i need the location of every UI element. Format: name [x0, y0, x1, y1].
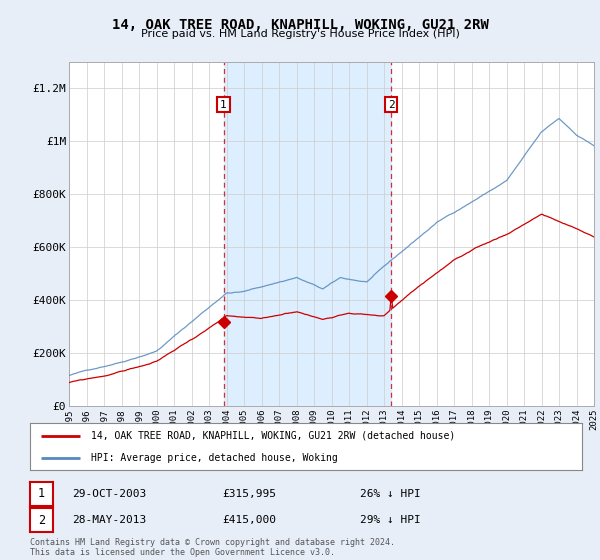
Text: 14, OAK TREE ROAD, KNAPHILL, WOKING, GU21 2RW (detached house): 14, OAK TREE ROAD, KNAPHILL, WOKING, GU2…: [91, 431, 455, 441]
Text: Contains HM Land Registry data © Crown copyright and database right 2024.
This d: Contains HM Land Registry data © Crown c…: [30, 538, 395, 557]
Text: £315,995: £315,995: [222, 489, 276, 499]
Text: Price paid vs. HM Land Registry's House Price Index (HPI): Price paid vs. HM Land Registry's House …: [140, 29, 460, 39]
Text: 26% ↓ HPI: 26% ↓ HPI: [360, 489, 421, 499]
Text: 1: 1: [220, 100, 227, 110]
Text: HPI: Average price, detached house, Woking: HPI: Average price, detached house, Woki…: [91, 452, 337, 463]
Text: 2: 2: [38, 514, 45, 527]
Text: 1: 1: [38, 487, 45, 501]
Text: 29-OCT-2003: 29-OCT-2003: [72, 489, 146, 499]
Bar: [224, 62, 391, 406]
Text: 14, OAK TREE ROAD, KNAPHILL, WOKING, GU21 2RW: 14, OAK TREE ROAD, KNAPHILL, WOKING, GU2…: [112, 18, 488, 32]
Text: 2: 2: [388, 100, 395, 110]
Text: 29% ↓ HPI: 29% ↓ HPI: [360, 515, 421, 525]
Text: 28-MAY-2013: 28-MAY-2013: [72, 515, 146, 525]
Text: £415,000: £415,000: [222, 515, 276, 525]
